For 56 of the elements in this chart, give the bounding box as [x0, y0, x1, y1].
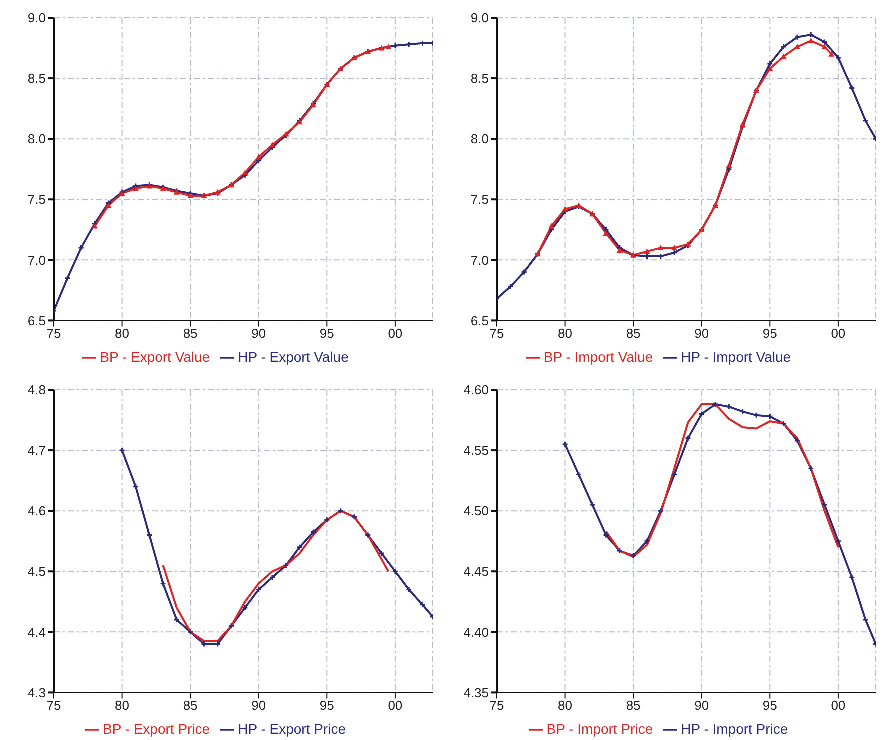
y-tick-label: 4.5	[28, 564, 46, 580]
x-tick-label: 95	[762, 698, 778, 713]
x-tick-label: 90	[694, 326, 710, 341]
y-tick-label: 6.5	[470, 313, 489, 328]
y-tick-label: 8.5	[28, 71, 46, 86]
x-tick-label: 00	[388, 326, 403, 341]
legend-label: HP - Export Price	[238, 720, 346, 737]
legend-label: BP - Import Value	[544, 348, 654, 365]
y-tick-label: 4.8	[28, 382, 46, 398]
x-tick-label: 85	[183, 698, 198, 713]
legend-label: HP - Export Value	[238, 348, 349, 365]
y-tick-label: 8.5	[470, 71, 489, 86]
y-tick-label: 8.0	[470, 132, 489, 147]
x-tick-label: 90	[252, 326, 266, 341]
y-tick-label: 9.0	[470, 10, 489, 26]
x-tick-label: 75	[490, 326, 504, 341]
y-tick-label: 4.55	[464, 443, 489, 458]
y-tick-label: 4.50	[464, 504, 489, 519]
y-tick-label: 4.4	[28, 624, 46, 640]
y-tick-label: 4.3	[28, 685, 46, 700]
x-tick-label: 75	[46, 326, 62, 341]
x-tick-label: 00	[831, 698, 846, 713]
x-tick-label: 80	[558, 698, 573, 713]
x-tick-label: 75	[46, 698, 62, 713]
legend-label: HP - Import Price	[681, 720, 788, 737]
x-tick-label: 80	[558, 326, 573, 341]
y-tick-label: 4.7	[28, 443, 46, 458]
y-tick-label: 4.6	[28, 504, 46, 519]
y-tick-label: 9.0	[28, 10, 46, 26]
x-tick-label: 85	[183, 326, 198, 341]
y-tick-label: 4.45	[464, 564, 489, 580]
legend-label: BP - Import Price	[546, 720, 654, 737]
x-tick-label: 80	[115, 698, 130, 713]
y-tick-label: 7.0	[28, 252, 46, 268]
x-tick-label: 00	[388, 698, 403, 713]
x-tick-label: 80	[115, 326, 130, 341]
y-tick-label: 8.0	[28, 132, 46, 147]
y-tick-label: 7.0	[470, 252, 489, 268]
x-tick-label: 85	[626, 698, 641, 713]
legend-label: BP - Export Value	[100, 348, 210, 365]
x-tick-label: 95	[320, 698, 334, 713]
x-tick-label: 90	[694, 698, 710, 713]
y-tick-label: 4.40	[464, 624, 489, 640]
x-tick-label: 95	[320, 326, 334, 341]
y-tick-label: 4.35	[464, 685, 489, 700]
legend-label: HP - Import Value	[681, 348, 792, 365]
y-tick-label: 6.5	[28, 313, 46, 328]
x-tick-label: 85	[626, 326, 641, 341]
x-tick-label: 95	[762, 326, 778, 341]
x-tick-label: 75	[490, 698, 504, 713]
y-tick-label: 7.5	[28, 192, 46, 208]
legend-label: BP - Export Price	[102, 720, 210, 737]
y-tick-label: 4.60	[464, 382, 489, 398]
x-tick-label: 00	[831, 326, 846, 341]
y-tick-label: 7.5	[470, 192, 489, 208]
x-tick-label: 90	[252, 698, 266, 713]
